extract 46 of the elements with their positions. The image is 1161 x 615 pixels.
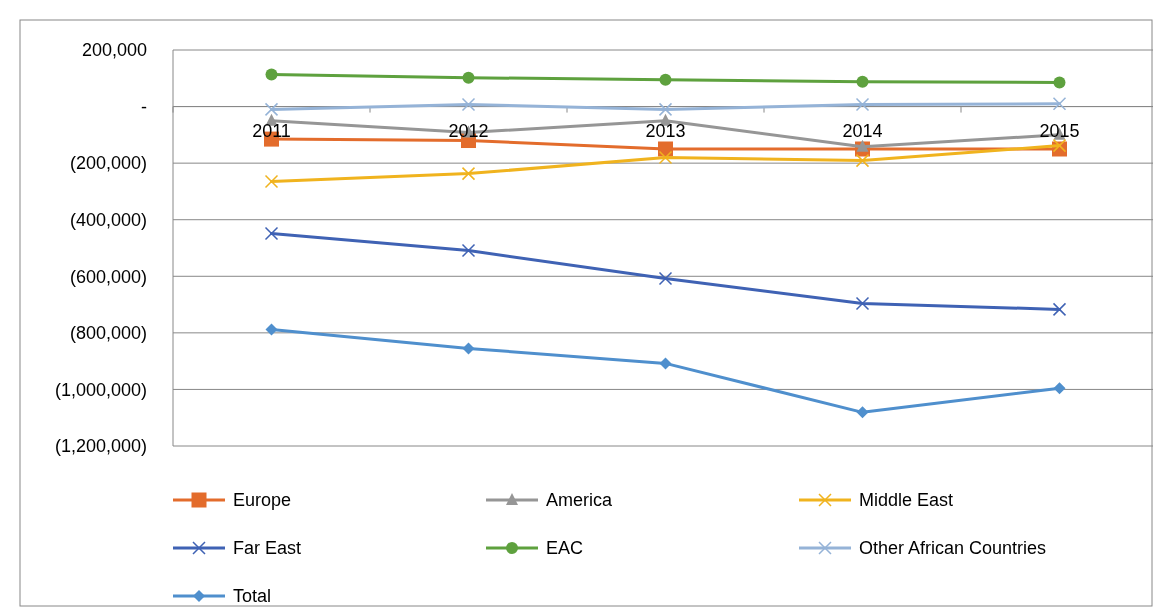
point	[855, 153, 870, 168]
point	[265, 68, 278, 81]
legend-label: America	[546, 490, 613, 511]
legend-label: EAC	[546, 538, 584, 559]
y-tick-label: (200,000)	[69, 153, 147, 174]
y-tick-label: -	[141, 96, 147, 117]
y-tick-label: (800,000)	[69, 323, 147, 344]
x-tick-label: 2012	[448, 120, 489, 141]
legend-label: Total	[233, 586, 272, 607]
legend-label: Middle East	[859, 490, 954, 511]
x-tick-label: 2013	[645, 120, 686, 141]
point	[855, 97, 870, 112]
y-tick-label: (1,200,000)	[54, 436, 147, 457]
point	[856, 406, 869, 419]
point	[264, 102, 279, 117]
point	[461, 97, 476, 112]
point	[264, 174, 279, 189]
point	[856, 139, 869, 152]
y-tick-label: (400,000)	[69, 210, 147, 231]
point	[1053, 382, 1066, 395]
legend-label: Far East	[233, 538, 302, 559]
legend-label: Other African Countries	[859, 538, 1047, 559]
point	[855, 296, 870, 311]
point	[659, 73, 672, 86]
y-tick-label: (600,000)	[69, 266, 147, 287]
point	[658, 102, 673, 117]
point	[265, 323, 278, 336]
point	[264, 226, 279, 241]
point	[1052, 302, 1067, 317]
point	[462, 71, 475, 84]
legend-label: Europe	[233, 490, 292, 511]
x-tick-label: 2011	[252, 120, 291, 141]
point	[659, 357, 672, 370]
x-tick-label: 2015	[1039, 120, 1080, 141]
y-tick-label: (1,000,000)	[54, 379, 147, 400]
point	[658, 150, 673, 165]
point	[1053, 76, 1066, 89]
point	[1052, 138, 1067, 153]
y-tick-label: 200,000	[81, 40, 147, 61]
point	[658, 271, 673, 286]
point	[856, 75, 869, 88]
x-tick-label: 2014	[842, 120, 883, 141]
point	[462, 342, 475, 355]
point	[461, 166, 476, 181]
point	[461, 243, 476, 258]
point	[1052, 96, 1067, 111]
